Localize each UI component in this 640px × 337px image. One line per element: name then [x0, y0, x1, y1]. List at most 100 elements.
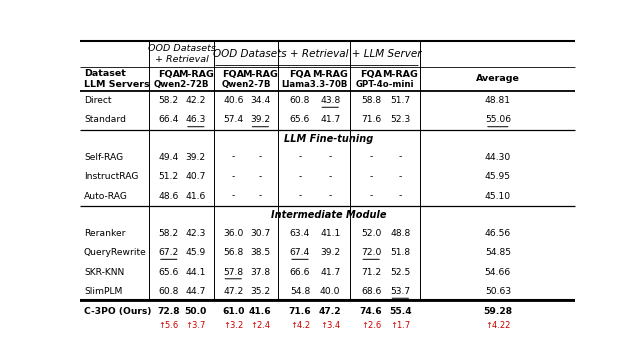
Text: ↑3.7: ↑3.7 [186, 321, 206, 330]
Text: -: - [328, 191, 332, 201]
Text: 46.56: 46.56 [484, 228, 511, 238]
Text: 57.8: 57.8 [223, 268, 243, 277]
Text: FQA: FQA [158, 70, 180, 79]
Text: -: - [232, 172, 235, 181]
Text: 30.7: 30.7 [250, 228, 271, 238]
Text: 58.8: 58.8 [361, 96, 381, 105]
Text: -: - [369, 172, 372, 181]
Text: 71.2: 71.2 [361, 268, 381, 277]
Text: 48.81: 48.81 [485, 96, 511, 105]
Text: 41.7: 41.7 [320, 268, 340, 277]
Text: 37.8: 37.8 [250, 268, 271, 277]
Text: OOD Datasets
+ Retrieval: OOD Datasets + Retrieval [148, 44, 216, 64]
Text: 61.0: 61.0 [222, 307, 244, 316]
Text: Self-RAG: Self-RAG [84, 153, 123, 161]
Text: -: - [298, 191, 301, 201]
Text: 41.1: 41.1 [320, 228, 340, 238]
Text: 36.0: 36.0 [223, 228, 243, 238]
Text: 59.28: 59.28 [483, 307, 513, 316]
Text: 67.2: 67.2 [159, 248, 179, 257]
Text: -: - [232, 191, 235, 201]
Text: -: - [369, 153, 372, 161]
Text: FQA: FQA [222, 70, 244, 79]
Text: ↑2.6: ↑2.6 [361, 321, 381, 330]
Text: QueryRewrite: QueryRewrite [84, 248, 147, 257]
Text: ↑3.2: ↑3.2 [223, 321, 243, 330]
Text: 51.2: 51.2 [159, 172, 179, 181]
Text: -: - [232, 153, 235, 161]
Text: 34.4: 34.4 [250, 96, 271, 105]
Text: OOD Datasets + Retrieval + LLM Server: OOD Datasets + Retrieval + LLM Server [212, 49, 421, 59]
Text: 71.6: 71.6 [289, 307, 311, 316]
Text: 44.30: 44.30 [484, 153, 511, 161]
Text: GPT-4o-mini: GPT-4o-mini [356, 80, 414, 89]
Text: SlimPLM: SlimPLM [84, 287, 122, 296]
Text: 40.6: 40.6 [223, 96, 243, 105]
Text: 48.6: 48.6 [159, 191, 179, 201]
Text: 63.4: 63.4 [290, 228, 310, 238]
Text: 72.8: 72.8 [157, 307, 180, 316]
Text: Qwen2-7B: Qwen2-7B [221, 80, 271, 89]
Text: Direct: Direct [84, 96, 111, 105]
Text: 67.4: 67.4 [290, 248, 310, 257]
Text: ↑3.4: ↑3.4 [320, 321, 340, 330]
Text: 45.10: 45.10 [485, 191, 511, 201]
Text: ↑4.2: ↑4.2 [290, 321, 310, 330]
Text: M-RAG: M-RAG [243, 70, 278, 79]
Text: 65.6: 65.6 [159, 268, 179, 277]
Text: 48.8: 48.8 [390, 228, 410, 238]
Text: 58.2: 58.2 [159, 228, 179, 238]
FancyBboxPatch shape [80, 301, 575, 335]
Text: FQA: FQA [360, 70, 382, 79]
Text: 54.8: 54.8 [290, 287, 310, 296]
Text: 45.9: 45.9 [186, 248, 206, 257]
Text: 35.2: 35.2 [250, 287, 271, 296]
Text: 51.7: 51.7 [390, 96, 410, 105]
Text: ↑5.6: ↑5.6 [159, 321, 179, 330]
Text: ↑2.4: ↑2.4 [250, 321, 271, 330]
Text: 40.7: 40.7 [186, 172, 206, 181]
Text: M-RAG: M-RAG [312, 70, 348, 79]
Text: 60.8: 60.8 [159, 287, 179, 296]
Text: LLM Fine-tuning: LLM Fine-tuning [284, 133, 373, 144]
Text: 65.6: 65.6 [290, 116, 310, 124]
Text: ↑1.7: ↑1.7 [390, 321, 410, 330]
Text: M-RAG: M-RAG [382, 70, 419, 79]
Text: -: - [369, 191, 372, 201]
Text: Average: Average [476, 74, 520, 83]
Text: Standard: Standard [84, 116, 126, 124]
Text: 44.1: 44.1 [186, 268, 206, 277]
Text: Dataset
LLM Servers: Dataset LLM Servers [84, 69, 150, 89]
Text: M-RAG: M-RAG [178, 70, 214, 79]
Text: 57.4: 57.4 [223, 116, 243, 124]
Text: 41.7: 41.7 [320, 116, 340, 124]
Text: 52.5: 52.5 [390, 268, 410, 277]
Text: 53.7: 53.7 [390, 287, 410, 296]
Text: 52.0: 52.0 [361, 228, 381, 238]
Text: -: - [399, 191, 402, 201]
Text: 47.2: 47.2 [223, 287, 243, 296]
Text: -: - [328, 153, 332, 161]
Text: 72.0: 72.0 [361, 248, 381, 257]
Text: 42.3: 42.3 [186, 228, 206, 238]
Text: -: - [399, 172, 402, 181]
Text: -: - [298, 172, 301, 181]
Text: 55.4: 55.4 [389, 307, 412, 316]
Text: 55.06: 55.06 [485, 116, 511, 124]
Text: 51.8: 51.8 [390, 248, 410, 257]
Text: 74.6: 74.6 [360, 307, 383, 316]
Text: 58.2: 58.2 [159, 96, 179, 105]
Text: 49.4: 49.4 [159, 153, 179, 161]
Text: 54.85: 54.85 [485, 248, 511, 257]
Text: -: - [298, 153, 301, 161]
Text: FQA: FQA [289, 70, 311, 79]
Text: 50.0: 50.0 [185, 307, 207, 316]
Text: 44.7: 44.7 [186, 287, 206, 296]
Text: 39.2: 39.2 [186, 153, 206, 161]
Text: 40.0: 40.0 [320, 287, 340, 296]
Text: 47.2: 47.2 [319, 307, 342, 316]
Text: 39.2: 39.2 [250, 116, 271, 124]
Text: Llama3.3-70B: Llama3.3-70B [281, 80, 348, 89]
Text: C-3PO (Ours): C-3PO (Ours) [84, 307, 151, 316]
Text: 54.66: 54.66 [484, 268, 511, 277]
